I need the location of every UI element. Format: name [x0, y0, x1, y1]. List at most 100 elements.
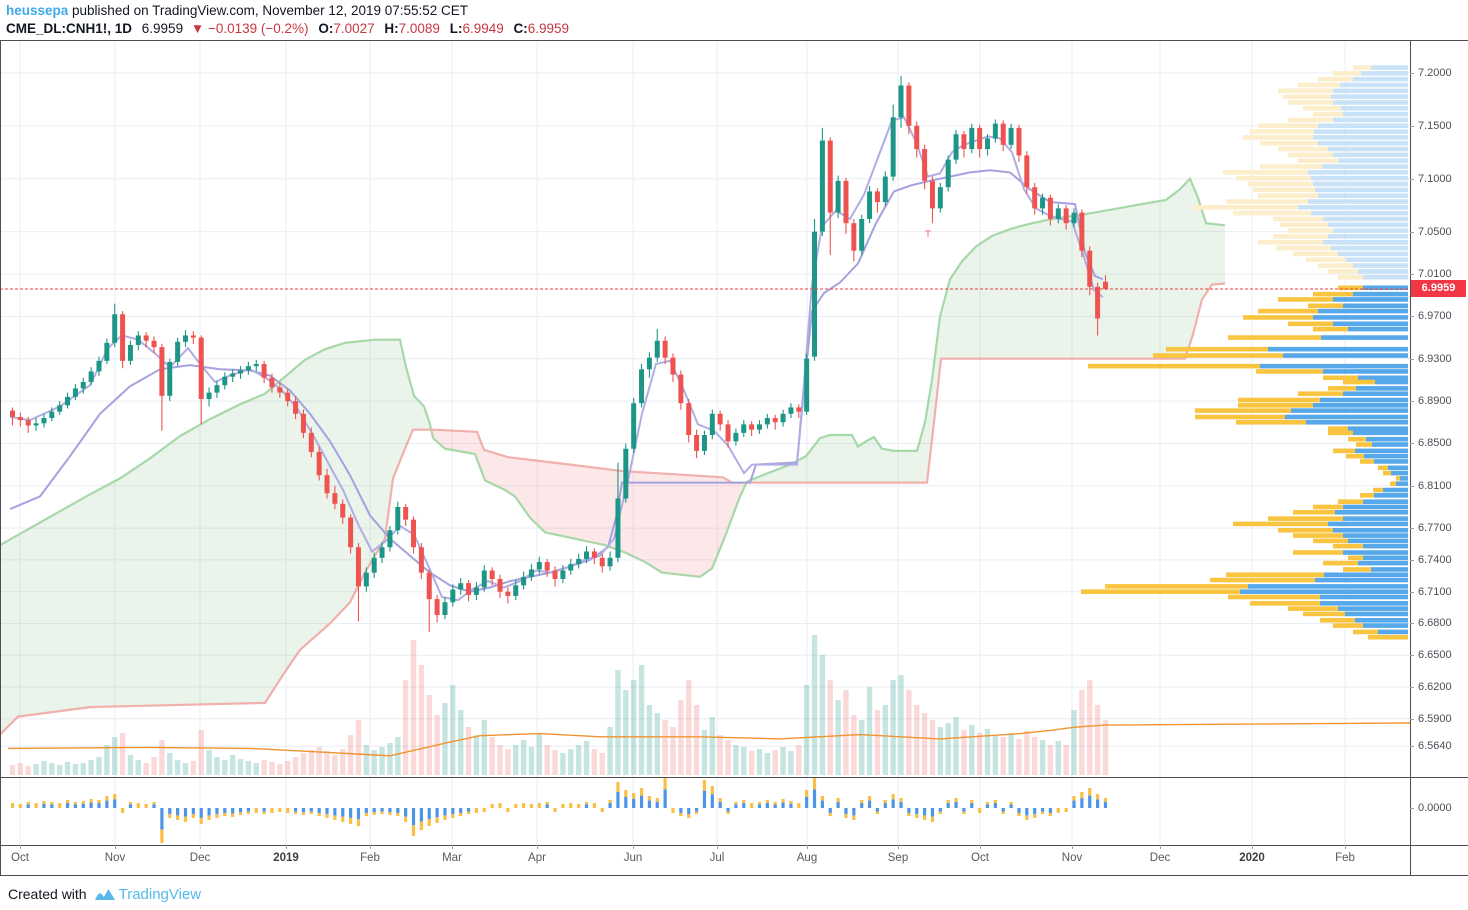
- price-axis[interactable]: 7.2000 7.1500 7.1000 7.0500 7.0100 6.9700 6.93…: [1410, 40, 1468, 875]
- indicator-pane[interactable]: [0, 777, 1410, 845]
- time-tick: [20, 845, 21, 849]
- time-tick-label: 2020: [1239, 852, 1265, 864]
- time-tick: [537, 845, 538, 849]
- time-tick-label: Mar: [442, 852, 462, 864]
- time-tick-label: Aug: [796, 852, 818, 864]
- time-tick: [898, 845, 899, 849]
- time-tick: [1252, 845, 1253, 849]
- updown-volume-series: [10, 778, 1108, 843]
- price-tick: [1410, 718, 1414, 720]
- time-tick: [807, 845, 808, 849]
- price-tick-label: 6.7700: [1418, 522, 1452, 535]
- time-tick: [717, 845, 718, 849]
- time-tick-label: Feb: [1335, 852, 1355, 864]
- price-change: −0.0139 (−0.2%): [207, 21, 309, 36]
- price-tick-label: 6.8500: [1418, 437, 1452, 450]
- lower-zero-tick: [1410, 808, 1414, 809]
- open-value: 7.0027: [333, 21, 375, 36]
- close-label: C:: [513, 21, 528, 36]
- low-label: L:: [449, 21, 463, 36]
- symbol-title[interactable]: CME_DL:CNH1!, 1D: [6, 21, 133, 36]
- time-tick: [370, 845, 371, 849]
- lower-grid: [19, 777, 1346, 845]
- price-tick: [1410, 316, 1414, 318]
- price-tick-label: 7.0100: [1418, 268, 1452, 281]
- down-arrow-icon: ▼: [190, 21, 205, 36]
- grid: [0, 40, 1410, 777]
- price-tick: [1410, 591, 1414, 593]
- time-tick-label: Jul: [709, 852, 725, 864]
- close-value: 6.9959: [527, 21, 570, 36]
- price-tick: [1410, 231, 1414, 233]
- time-tick-label: Dec: [189, 852, 211, 864]
- price-tick: [1410, 178, 1414, 180]
- axis-bottom: [0, 875, 1468, 876]
- axis-separator: [0, 845, 1468, 846]
- time-tick-label: Oct: [971, 852, 989, 864]
- price-tick: [1410, 559, 1414, 561]
- pane-separator[interactable]: [0, 777, 1468, 778]
- price-tick-label: 6.8100: [1418, 479, 1452, 492]
- last-price: 6.9959: [141, 21, 184, 36]
- price-tick-label: 7.1500: [1418, 119, 1452, 132]
- chart-header: heussepa published on TradingView.com, N…: [0, 0, 1468, 40]
- time-tick-label: Nov: [104, 852, 126, 864]
- high-label: H:: [384, 21, 399, 36]
- tradingview-logo-icon: [94, 888, 115, 900]
- volume-series: [9, 635, 1109, 775]
- last-price-badge: 6.9959: [1411, 280, 1466, 298]
- time-tick-label: Apr: [528, 852, 546, 864]
- open-label: O:: [318, 21, 334, 36]
- price-tick-label: 6.6800: [1418, 617, 1452, 630]
- price-tick: [1410, 686, 1414, 688]
- time-tick: [1345, 845, 1346, 849]
- publish-text: published on TradingView.com, November 1…: [68, 3, 469, 18]
- price-tick-label: 6.9300: [1418, 352, 1452, 365]
- watermark: Created with TradingView: [8, 882, 201, 906]
- price-tick: [1410, 485, 1414, 487]
- volume-profile: [1081, 65, 1408, 640]
- frame-left: [0, 40, 1, 875]
- trade-marker: T: [925, 229, 931, 239]
- symbol-line: CME_DL:CNH1!, 1D 6.9959 ▼ −0.0139 (−0.2%…: [6, 21, 569, 36]
- created-with-text: Created with: [8, 886, 87, 902]
- price-tick: [1410, 274, 1414, 276]
- time-axis[interactable]: Oct Nov Dec 2019 Feb Mar Apr Jun Jul Aug Sep Oct Nov…: [0, 845, 1410, 875]
- time-tick: [452, 845, 453, 849]
- axis-border: [1410, 40, 1411, 875]
- price-tick: [1410, 623, 1414, 625]
- time-tick: [633, 845, 634, 849]
- price-tick: [1410, 72, 1414, 74]
- price-tick-label: 6.6200: [1418, 680, 1452, 693]
- time-tick-label: Sep: [887, 852, 909, 864]
- time-tick-label: Feb: [360, 852, 380, 864]
- username[interactable]: heussepa: [6, 3, 69, 18]
- price-tick-label: 6.6500: [1418, 649, 1452, 662]
- price-tick: [1410, 655, 1414, 657]
- price-tick-label: 6.9700: [1418, 310, 1452, 323]
- tenkan-line: [9, 116, 1104, 602]
- main-chart-pane[interactable]: T: [0, 40, 1410, 777]
- time-tick-label: Jun: [623, 852, 643, 864]
- price-tick: [1410, 528, 1414, 530]
- time-tick: [200, 845, 201, 849]
- publish-line: heussepa published on TradingView.com, N…: [6, 3, 468, 18]
- time-tick-label: Nov: [1061, 852, 1083, 864]
- ichimoku-cloud: [0, 176, 1226, 736]
- time-tick-label: 2019: [273, 852, 299, 864]
- price-tick-label: 7.1000: [1418, 172, 1452, 185]
- price-tick: [1410, 401, 1414, 403]
- price-tick: [1410, 358, 1414, 360]
- lower-zero-label: 0.0000: [1418, 802, 1452, 814]
- price-tick: [1410, 125, 1414, 127]
- low-value: 6.9949: [462, 21, 504, 36]
- time-tick: [1072, 845, 1073, 849]
- price-tick-label: 6.7400: [1418, 553, 1452, 566]
- price-tick-label: 7.0500: [1418, 225, 1452, 238]
- time-tick-label: Dec: [1149, 852, 1171, 864]
- time-tick: [115, 845, 116, 849]
- tradingview-brand-text[interactable]: TradingView: [118, 885, 202, 903]
- frame-top: [0, 40, 1468, 41]
- time-tick-label: Oct: [11, 852, 29, 864]
